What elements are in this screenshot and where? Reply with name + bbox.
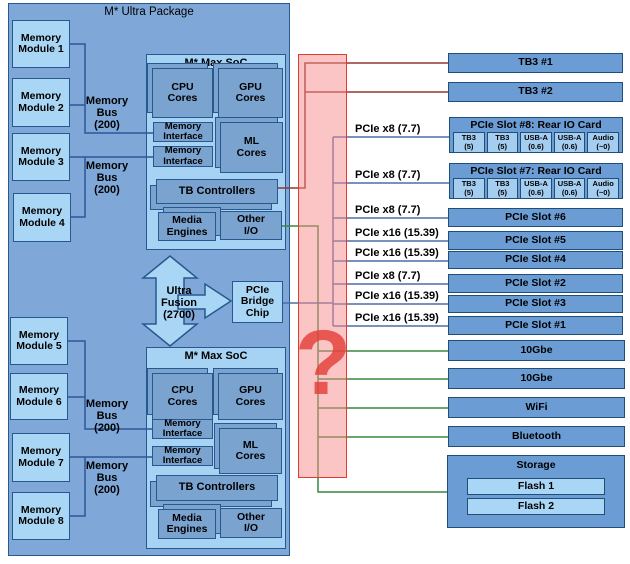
rear-io-card-slot8: PCIe Slot #8: Rear IO Card TB3 (5) TB3 (… — [449, 117, 623, 153]
rear-io-card-slot7-ports: TB3 (5) TB3 (5) USB-A (0.6) USB-A (0.6) … — [450, 177, 622, 199]
other-io-bottom: Other I/O — [220, 508, 282, 538]
soc-top-title: M* Max SoC — [185, 56, 248, 69]
pcie-slot-2: PCIe Slot #2 — [448, 274, 623, 293]
usb-a-port-icon: USB-A (0.6) — [520, 132, 552, 153]
pcie-slot-6: PCIe Slot #6 — [448, 208, 623, 227]
pcie-slot-4: PCIe Slot #4 — [448, 251, 623, 269]
pcie-bridge-chip: PCIe Bridge Chip — [232, 281, 283, 323]
memory-module-6: Memory Module 6 — [10, 373, 68, 420]
storage-box: Storage Flash 1 Flash 2 — [447, 455, 625, 528]
pcie-link-label-slot4: PCIe x16 (15.39) — [355, 247, 439, 259]
rear-io-card-slot8-ports: TB3 (5) TB3 (5) USB-A (0.6) USB-A (0.6) … — [450, 131, 622, 153]
tb-controllers-bottom: TB Controllers — [156, 475, 278, 501]
memory-interface-top-1: Memory Interface — [153, 121, 213, 142]
memory-interface-bottom-1: Memory Interface — [152, 418, 213, 439]
memory-module-4: Memory Module 4 — [13, 193, 71, 242]
memory-module-2: Memory Module 2 — [12, 78, 70, 127]
memory-module-8: Memory Module 8 — [12, 492, 70, 540]
soc-bottom-title: M* Max SoC — [184, 349, 248, 362]
pcie-slot-3: PCIe Slot #3 — [448, 295, 623, 313]
gpu-cores-top: GPU Cores — [218, 68, 283, 118]
ml-cores-bottom: ML Cores — [219, 428, 282, 474]
ml-cores-top: ML Cores — [220, 122, 283, 173]
gpu-cores-bottom: GPU Cores — [218, 373, 283, 420]
memory-bus-label-3: Memory Bus (200) — [85, 398, 129, 434]
pcie-link-label-slot5: PCIe x16 (15.39) — [355, 227, 439, 239]
pcie-link-label-slot7: PCIe x8 (7.7) — [355, 169, 421, 181]
audio-port-icon: Audio (~0) — [587, 132, 619, 153]
memory-bus-label-1: Memory Bus (200) — [85, 95, 129, 131]
memory-bus-label-4: Memory Bus (200) — [85, 460, 129, 496]
device-10gbe-1: 10Gbe — [448, 340, 625, 361]
tb-controllers-top: TB Controllers — [156, 179, 278, 204]
ultra-fusion-label: Ultra Fusion (2700) — [160, 285, 198, 321]
question-mark: ? — [294, 311, 352, 414]
device-bluetooth: Bluetooth — [448, 426, 625, 447]
rear-io-card-slot7-title: PCIe Slot #7: Rear IO Card — [470, 165, 602, 177]
usb-a-port-icon: USB-A (0.6) — [520, 178, 552, 199]
media-engines-bottom: Media Engines — [158, 509, 216, 539]
tb3-port-icon: TB3 (5) — [486, 178, 519, 199]
pcie-link-label-slot2: PCIe x8 (7.7) — [355, 270, 421, 282]
storage-title: Storage — [516, 459, 556, 471]
flash-drive-1: Flash 1 — [467, 478, 605, 495]
rear-io-card-slot8-title: PCIe Slot #8: Rear IO Card — [470, 119, 602, 131]
pcie-link-label-slot3: PCIe x16 (15.39) — [355, 290, 439, 302]
usb-a-port-icon: USB-A (0.6) — [553, 132, 586, 153]
cpu-cores-bottom: CPU Cores — [152, 373, 213, 420]
pcie-link-label-slot6: PCIe x8 (7.7) — [355, 204, 421, 216]
pcie-link-label-slot8: PCIe x8 (7.7) — [355, 123, 421, 135]
device-wifi: WiFi — [448, 397, 625, 418]
usb-a-port-icon: USB-A (0.6) — [553, 178, 586, 199]
memory-interface-bottom-2: Memory Interface — [152, 445, 213, 466]
other-io-top: Other I/O — [220, 211, 282, 240]
pcie-slot-5: PCIe Slot #5 — [448, 231, 623, 250]
memory-interface-top-2: Memory Interface — [153, 146, 213, 167]
memory-module-5: Memory Module 5 — [10, 317, 68, 365]
mystery-region-overlay — [298, 54, 347, 478]
pcie-link-label-slot1: PCIe x16 (15.39) — [355, 312, 439, 324]
tb3-port-icon: TB3 (5) — [453, 178, 485, 199]
media-engines-top: Media Engines — [158, 212, 216, 241]
memory-module-1: Memory Module 1 — [12, 20, 70, 68]
tb3-port-icon: TB3 (5) — [453, 132, 485, 153]
device-10gbe-2: 10Gbe — [448, 368, 625, 389]
tb3-port-2: TB3 #2 — [448, 82, 623, 102]
tb3-port-1: TB3 #1 — [448, 53, 623, 73]
tb3-port-icon: TB3 (5) — [486, 132, 519, 153]
memory-module-7: Memory Module 7 — [12, 433, 70, 482]
pcie-slot-1: PCIe Slot #1 — [448, 316, 623, 335]
memory-bus-label-2: Memory Bus (200) — [85, 160, 129, 196]
memory-module-3: Memory Module 3 — [12, 133, 70, 181]
cpu-cores-top: CPU Cores — [152, 68, 213, 118]
flash-drive-2: Flash 2 — [467, 498, 605, 515]
rear-io-card-slot7: PCIe Slot #7: Rear IO Card TB3 (5) TB3 (… — [449, 163, 623, 199]
audio-port-icon: Audio (~0) — [587, 178, 619, 199]
ultra-package-title: M* Ultra Package — [104, 6, 194, 18]
